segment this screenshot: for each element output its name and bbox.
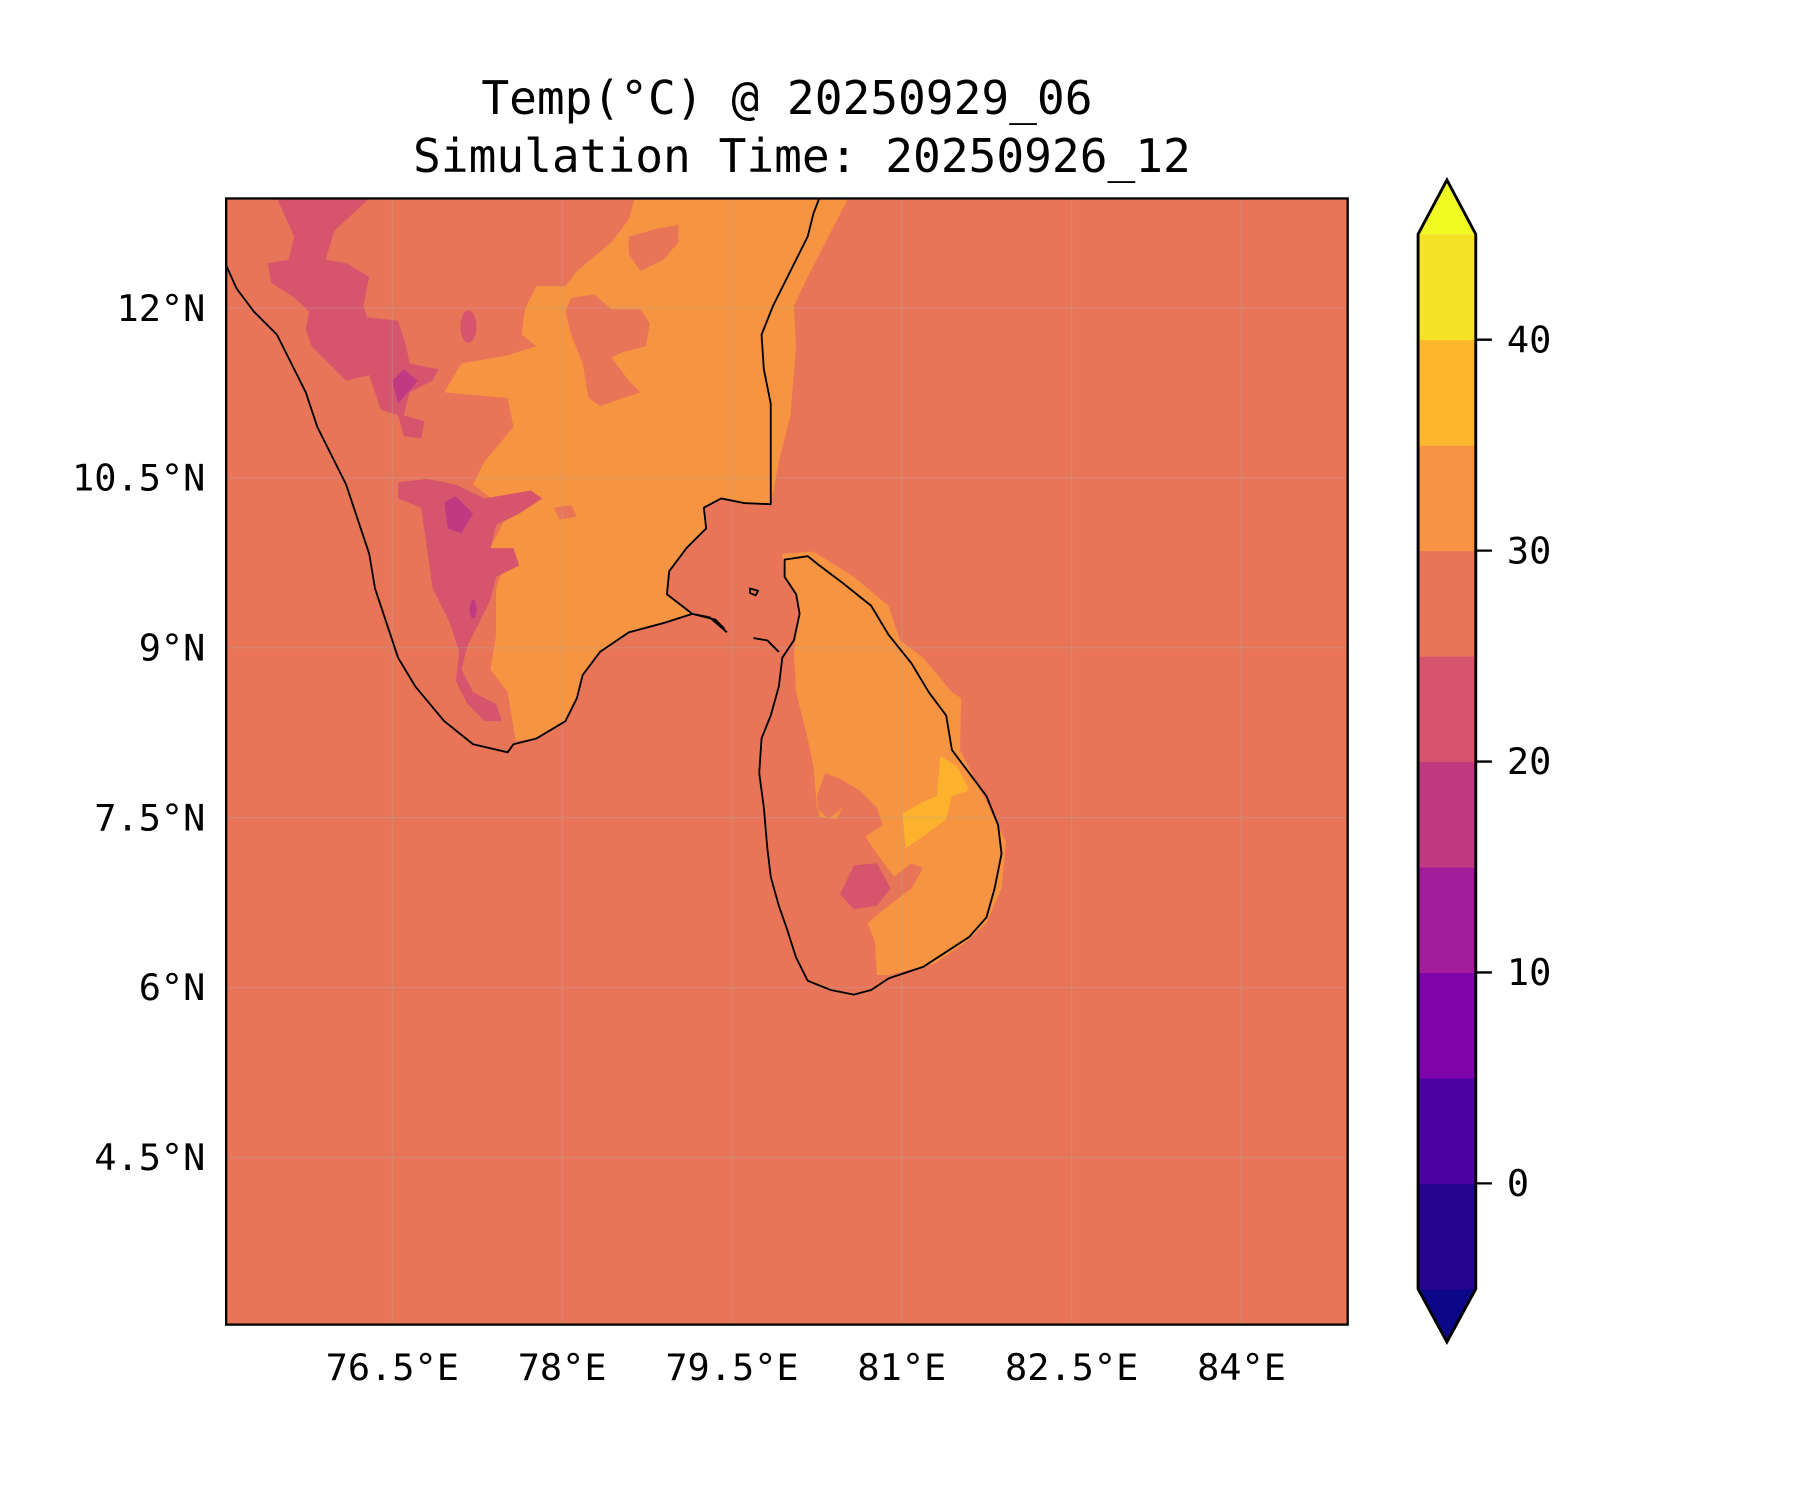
field-20-25-srilanka bbox=[840, 863, 891, 910]
colorbar-band bbox=[1418, 234, 1476, 341]
colorbar-band bbox=[1418, 761, 1476, 868]
y-axis: 12°N 10.5°N 9°N 7.5°N 6°N 4.5°N bbox=[72, 287, 205, 1179]
field-30-35-srilanka bbox=[782, 551, 1007, 975]
field-30-35-india bbox=[444, 198, 849, 741]
x-tick-label: 84°E bbox=[1197, 1346, 1286, 1389]
field-35-40-hotspot bbox=[902, 755, 970, 849]
x-tick-label: 76.5°E bbox=[326, 1346, 459, 1389]
field-20-25-spot bbox=[460, 310, 477, 343]
y-tick-label: 6°N bbox=[139, 966, 206, 1009]
x-tick-label: 81°E bbox=[857, 1346, 946, 1389]
colorbar-band bbox=[1418, 656, 1476, 763]
colorbar-band bbox=[1418, 1183, 1476, 1290]
colorbar-tick-label: 0 bbox=[1507, 1162, 1529, 1205]
coastline-islet bbox=[749, 587, 759, 597]
field-25-30-pocket bbox=[628, 225, 679, 272]
colorbar: 0 10 20 30 40 bbox=[1416, 176, 1551, 1345]
colorbar-tick-label: 40 bbox=[1507, 318, 1551, 361]
colorbar-band bbox=[1418, 339, 1476, 446]
y-tick-label: 4.5°N bbox=[94, 1136, 205, 1179]
field-15-20-spot bbox=[469, 600, 477, 619]
colorbar-tick-label: 20 bbox=[1507, 740, 1551, 783]
field-25-30-pocket bbox=[553, 505, 577, 520]
colorbar-outline bbox=[1416, 176, 1478, 1345]
chart-subtitle: Simulation Time: 20250926_12 bbox=[413, 129, 1191, 183]
colorbar-band bbox=[1418, 972, 1476, 1079]
field-15-20-spot bbox=[444, 496, 474, 534]
y-tick-label: 12°N bbox=[116, 287, 205, 330]
coastline-india bbox=[226, 198, 821, 754]
field-20-25-ghats-south bbox=[398, 478, 543, 722]
x-axis: 76.5°E 78°E 79.5°E 81°E 82.5°E 84°E bbox=[326, 1346, 1286, 1389]
y-tick-label: 7.5°N bbox=[94, 796, 205, 839]
colorbar-band bbox=[1418, 445, 1476, 552]
colorbar-under-extension bbox=[1418, 1288, 1476, 1342]
x-tick-label: 78°E bbox=[518, 1346, 607, 1389]
map-area bbox=[226, 198, 1348, 1325]
colorbar-tick-label: 10 bbox=[1507, 951, 1551, 994]
field-15-20-spot bbox=[392, 369, 418, 404]
coastline-srilanka bbox=[758, 555, 1003, 996]
map-frame bbox=[225, 197, 1349, 1326]
gridlines bbox=[226, 198, 1348, 1325]
coastline-mannar-island bbox=[753, 637, 780, 653]
x-tick-label: 82.5°E bbox=[1005, 1346, 1138, 1389]
chart-title: Temp(°C) @ 20250929_06 bbox=[481, 71, 1092, 125]
y-tick-label: 10.5°N bbox=[72, 457, 205, 500]
x-tick-label: 79.5°E bbox=[665, 1346, 798, 1389]
colorbar-band bbox=[1418, 867, 1476, 974]
field-25-30-pocket bbox=[565, 294, 650, 407]
colorbar-band bbox=[1418, 1077, 1476, 1184]
y-tick-label: 9°N bbox=[139, 626, 206, 669]
colorbar-tick-label: 30 bbox=[1507, 529, 1551, 572]
colorbar-band bbox=[1418, 550, 1476, 657]
colorbar-over-extension bbox=[1418, 180, 1476, 235]
